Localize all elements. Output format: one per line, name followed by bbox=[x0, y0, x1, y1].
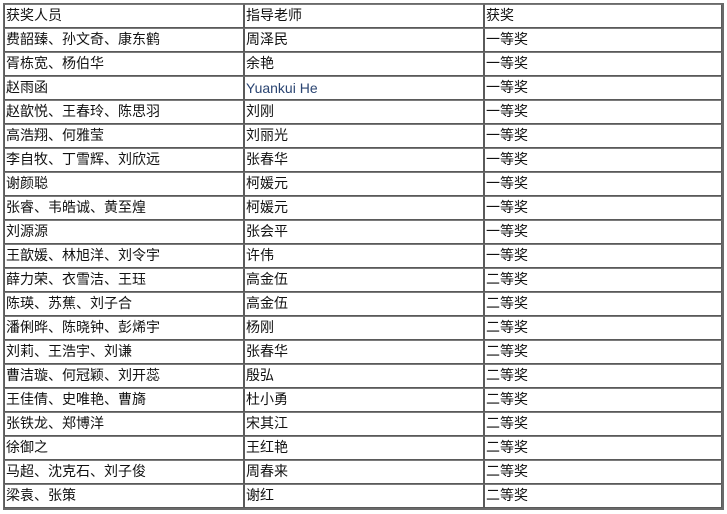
table-row: 胥栋宽、杨伯华 余艳 一等奖 bbox=[4, 52, 722, 76]
cell-award: 二等奖 bbox=[484, 364, 722, 388]
table-row: 梁袁、张策 谢红 二等奖 bbox=[4, 484, 722, 508]
cell-advisor: 刘丽光 bbox=[244, 124, 484, 148]
cell-advisor: 杜小勇 bbox=[244, 388, 484, 412]
cell-advisor: 柯媛元 bbox=[244, 196, 484, 220]
table-row: 马超、沈克石、刘子俊 周春来 二等奖 bbox=[4, 460, 722, 484]
cell-awardees: 张睿、韦皓诚、黄至煌 bbox=[4, 196, 244, 220]
cell-advisor: 柯媛元 bbox=[244, 172, 484, 196]
cell-advisor: 谢红 bbox=[244, 484, 484, 508]
table-row: 曹洁璇、何冠颖、刘开蕊 殷弘 二等奖 bbox=[4, 364, 722, 388]
cell-advisor: 高金伍 bbox=[244, 292, 484, 316]
cell-awardees: 陈瑛、苏蕉、刘子合 bbox=[4, 292, 244, 316]
table-header-row: 获奖人员 指导老师 获奖 bbox=[4, 4, 722, 28]
cell-advisor: 许伟 bbox=[244, 244, 484, 268]
cell-advisor: 王红艳 bbox=[244, 436, 484, 460]
cell-advisor: 高金伍 bbox=[244, 268, 484, 292]
cell-advisor: 张春华 bbox=[244, 148, 484, 172]
table-row: 徐御之 王红艳 二等奖 bbox=[4, 436, 722, 460]
table-row: 潘俐晔、陈晓钟、彭烯宇 杨刚 二等奖 bbox=[4, 316, 722, 340]
cell-awardees: 马超、沈克石、刘子俊 bbox=[4, 460, 244, 484]
awards-table: 获奖人员 指导老师 获奖 费韶臻、孙文奇、康东鹤 周泽民 一等奖 胥栋宽、杨伯华 余艳一… bbox=[3, 3, 724, 510]
cell-award: 二等奖 bbox=[484, 388, 722, 412]
cell-award: 一等奖 bbox=[484, 196, 722, 220]
cell-awardees: 薛力荣、衣雪洁、王珏 bbox=[4, 268, 244, 292]
cell-awardees: 刘莉、王浩宇、刘谦 bbox=[4, 340, 244, 364]
table-row: 赵雨函 Yuankui He 一等奖 bbox=[4, 76, 722, 100]
cell-advisor: 宋其江 bbox=[244, 412, 484, 436]
cell-award: 一等奖 bbox=[484, 28, 722, 52]
cell-award: 二等奖 bbox=[484, 412, 722, 436]
cell-awardees: 赵歆悦、王春玲、陈思羽 bbox=[4, 100, 244, 124]
cell-awardees: 王歆媛、林旭洋、刘令宇 bbox=[4, 244, 244, 268]
cell-award: 二等奖 bbox=[484, 340, 722, 364]
table-row: 刘莉、王浩宇、刘谦 张春华 二等奖 bbox=[4, 340, 722, 364]
cell-awardees: 王佳倩、史唯艳、曹旖 bbox=[4, 388, 244, 412]
cell-awardees: 高浩翔、何雅莹 bbox=[4, 124, 244, 148]
cell-awardees: 费韶臻、孙文奇、康东鹤 bbox=[4, 28, 244, 52]
table-row: 张睿、韦皓诚、黄至煌 柯媛元 一等奖 bbox=[4, 196, 722, 220]
cell-awardees: 潘俐晔、陈晓钟、彭烯宇 bbox=[4, 316, 244, 340]
cell-award: 一等奖 bbox=[484, 100, 722, 124]
cell-awardees: 张铁龙、郑博洋 bbox=[4, 412, 244, 436]
cell-awardees: 曹洁璇、何冠颖、刘开蕊 bbox=[4, 364, 244, 388]
table-row: 王歆媛、林旭洋、刘令宇 许伟 一等奖 bbox=[4, 244, 722, 268]
header-award: 获奖 bbox=[484, 4, 722, 28]
cell-award: 二等奖 bbox=[484, 460, 722, 484]
cell-awardees: 梁袁、张策 bbox=[4, 484, 244, 508]
cell-advisor: 周春来 bbox=[244, 460, 484, 484]
cell-award: 二等奖 bbox=[484, 436, 722, 460]
cell-award: 一等奖 bbox=[484, 124, 722, 148]
table-row: 谢颜聪 柯媛元 一等奖 bbox=[4, 172, 722, 196]
cell-advisor: 张会平 bbox=[244, 220, 484, 244]
cell-advisor: 周泽民 bbox=[244, 28, 484, 52]
table-row: 费韶臻、孙文奇、康东鹤 周泽民 一等奖 bbox=[4, 28, 722, 52]
table-row: 薛力荣、衣雪洁、王珏 高金伍 二等奖 bbox=[4, 268, 722, 292]
cell-award: 一等奖 bbox=[484, 220, 722, 244]
cell-award: 一等奖 bbox=[484, 244, 722, 268]
cell-awardees: 胥栋宽、杨伯华 bbox=[4, 52, 244, 76]
cell-advisor: 刘刚 bbox=[244, 100, 484, 124]
cell-award: 一等奖 bbox=[484, 148, 722, 172]
cell-advisor: 殷弘 bbox=[244, 364, 484, 388]
table-row: 王佳倩、史唯艳、曹旖 杜小勇 二等奖 bbox=[4, 388, 722, 412]
cell-award: 二等奖 bbox=[484, 484, 722, 508]
cell-awardees: 徐御之 bbox=[4, 436, 244, 460]
header-awardees: 获奖人员 bbox=[4, 4, 244, 28]
cell-award: 一等奖 bbox=[484, 172, 722, 196]
cell-award: 一等奖 bbox=[484, 76, 722, 100]
table-row: 高浩翔、何雅莹 刘丽光 一等奖 bbox=[4, 124, 722, 148]
cell-awardees: 李自牧、丁雪辉、刘欣远 bbox=[4, 148, 244, 172]
cell-advisor: Yuankui He bbox=[244, 76, 484, 100]
cell-advisor: 张春华 bbox=[244, 340, 484, 364]
table-row: 张铁龙、郑博洋 宋其江 二等奖 bbox=[4, 412, 722, 436]
cell-award: 二等奖 bbox=[484, 292, 722, 316]
table-row: 陈瑛、苏蕉、刘子合 高金伍 二等奖 bbox=[4, 292, 722, 316]
table-row: 李自牧、丁雪辉、刘欣远 张春华 一等奖 bbox=[4, 148, 722, 172]
cell-advisor: 余艳 bbox=[244, 52, 484, 76]
cell-advisor: 杨刚 bbox=[244, 316, 484, 340]
cell-awardees: 谢颜聪 bbox=[4, 172, 244, 196]
cell-award: 一等奖 bbox=[484, 52, 722, 76]
header-advisor: 指导老师 bbox=[244, 4, 484, 28]
cell-award: 二等奖 bbox=[484, 316, 722, 340]
cell-awardees: 刘源源 bbox=[4, 220, 244, 244]
table-row: 刘源源 张会平 一等奖 bbox=[4, 220, 722, 244]
cell-award: 二等奖 bbox=[484, 268, 722, 292]
cell-awardees: 赵雨函 bbox=[4, 76, 244, 100]
table-row: 赵歆悦、王春玲、陈思羽 刘刚 一等奖 bbox=[4, 100, 722, 124]
